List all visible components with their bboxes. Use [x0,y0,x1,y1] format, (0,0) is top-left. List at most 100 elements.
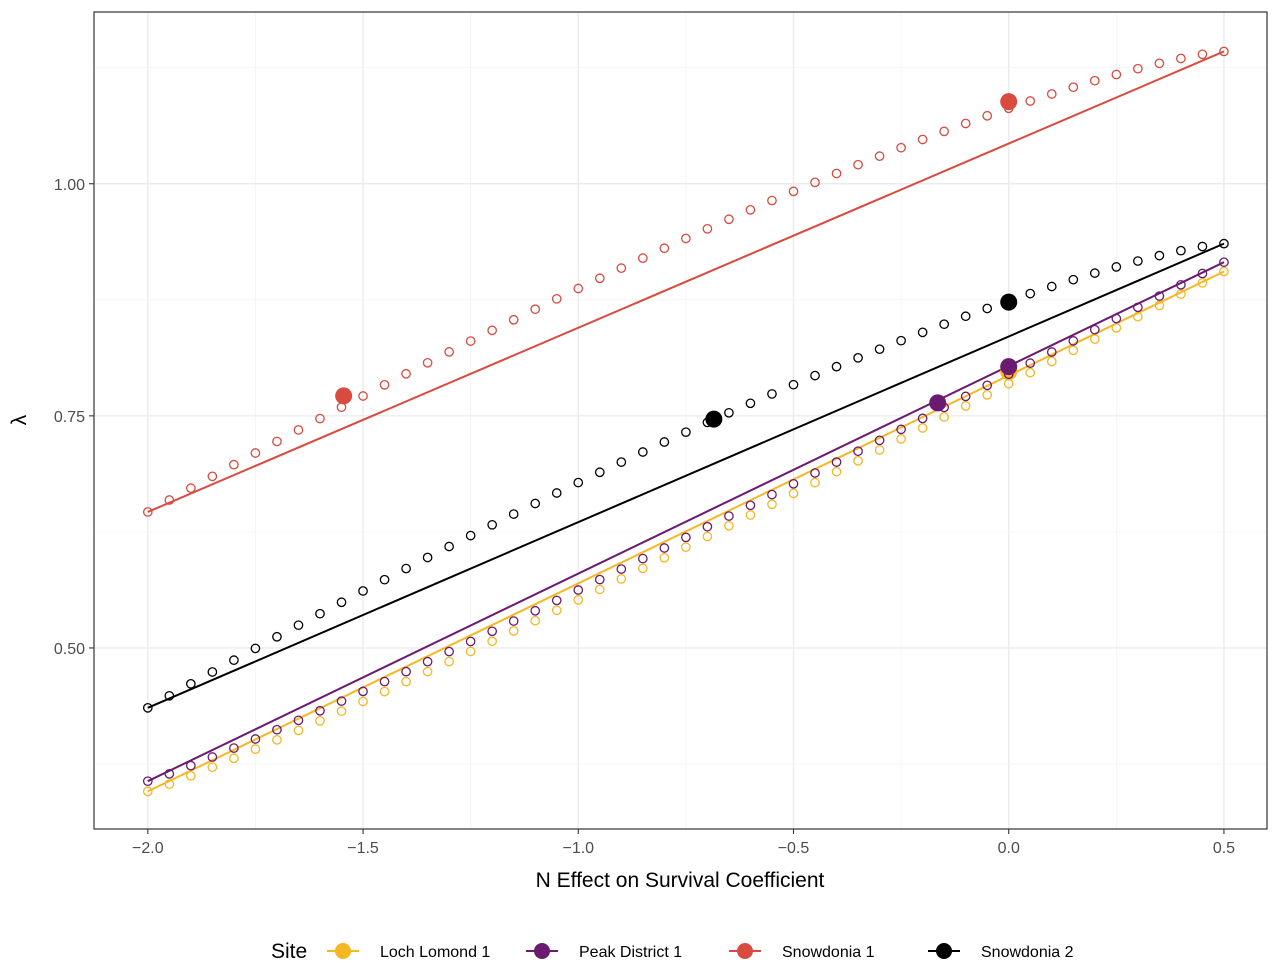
data-point [616,564,627,574]
x-tick-label: −1.0 [562,840,594,857]
data-point [616,263,627,274]
data-point [659,543,670,553]
data-point [573,585,584,595]
data-point [724,214,734,225]
data-point [1089,268,1100,278]
data-point [358,696,368,707]
data-point [659,243,670,254]
highlight-point [1000,293,1018,311]
data-point [917,134,928,145]
data-point [1154,58,1165,69]
data-point [551,605,562,616]
data-point [551,488,562,498]
data-point [982,110,993,121]
legend-item: Peak District 1 [526,943,682,961]
data-point [1176,53,1186,64]
data-point [272,436,282,447]
data-point [164,769,175,779]
data-point [401,563,411,574]
data-point [917,327,928,338]
data-point [982,303,993,314]
data-point [1176,279,1186,290]
data-point [229,459,239,470]
data-point [1111,262,1122,272]
data-point [788,488,799,499]
data-point [1068,274,1079,285]
data-point [551,293,562,304]
data-point [207,471,218,482]
data-point [853,456,863,466]
data-point [207,667,218,677]
data-point [896,424,906,435]
data-point [186,483,196,493]
data-point [896,434,906,444]
data-point [142,776,153,787]
data-point [853,446,863,457]
legend-key-dot [335,943,351,959]
data-point [960,118,971,129]
data-point [229,753,239,764]
data-point [444,347,454,357]
data-point [637,563,648,574]
legend-title: Site [271,940,307,963]
data-point [702,521,713,532]
data-point [810,177,820,188]
data-point [487,325,498,336]
data-point [637,447,648,457]
data-point [142,507,153,517]
highlight-point [929,394,947,412]
data-point [487,626,498,637]
data-point [853,352,863,363]
data-point [1068,82,1079,93]
data-point [1197,49,1208,60]
data-point [939,126,950,137]
legend-key-dot [534,943,550,959]
data-point [336,696,347,706]
data-point [767,195,777,206]
data-point [788,478,799,489]
data-point [831,466,842,477]
legend-label: Loch Lomond 1 [380,944,490,961]
data-point [1154,300,1165,311]
data-point [444,656,454,667]
data-point [573,595,584,605]
data-point [422,666,433,677]
data-point [896,335,906,346]
data-point [702,223,713,234]
data-point [142,786,153,797]
data-point [1025,288,1036,299]
data-point [810,477,820,488]
data-point [272,724,282,735]
highlight-point [335,387,353,405]
plot-panel-border [93,11,1268,830]
data-point [508,509,519,519]
data-point [508,616,519,626]
data-point [917,423,928,433]
legend-label: Snowdonia 1 [782,944,875,961]
data-point [594,584,605,595]
data-point [250,448,261,458]
data-point [142,702,153,713]
data-point [982,389,993,400]
data-point [293,620,304,631]
series-points [142,46,1229,797]
data-point [1154,291,1165,301]
data-point [681,542,691,553]
data-point [960,401,971,411]
data-point [229,655,239,666]
data-point [1068,336,1079,346]
data-point [250,643,261,654]
highlight-point [1000,93,1018,111]
data-point [810,370,820,381]
data-point [745,500,756,511]
data-point [1046,347,1057,357]
series-line [147,242,1225,709]
data-point [573,477,584,488]
data-point [982,380,993,391]
legend-label: Peak District 1 [579,944,682,961]
data-point [874,445,885,455]
data-point [1197,241,1208,252]
data-point [788,379,799,390]
legend-key-dot [737,943,753,959]
data-point [745,510,756,520]
